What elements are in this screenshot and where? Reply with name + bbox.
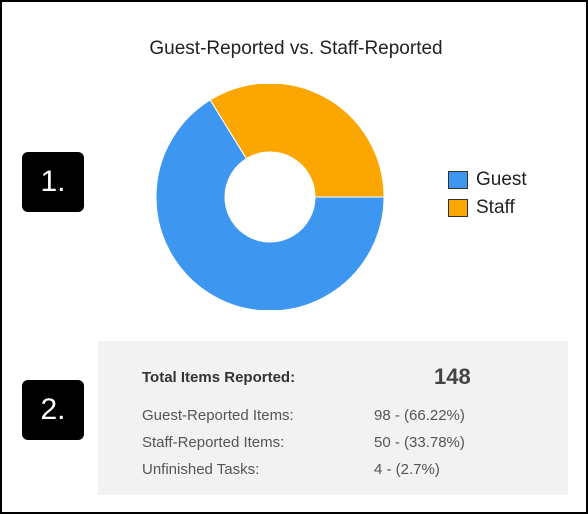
guest-items-label: Guest-Reported Items:	[142, 407, 294, 424]
donut-chart	[155, 84, 385, 310]
legend-swatch-guest	[448, 171, 468, 189]
legend-swatch-staff	[448, 199, 468, 217]
guest-items-value: 98 - (66.22%)	[374, 407, 465, 424]
chart-title: Guest-Reported vs. Staff-Reported	[149, 38, 443, 59]
slice-staff[interactable]	[209, 84, 385, 198]
total-items-label: Total Items Reported:	[142, 369, 296, 386]
unfinished-tasks-value: 4 - (2.7%)	[374, 461, 440, 478]
legend-label-guest: Guest	[476, 169, 527, 190]
total-items-value: 148	[434, 364, 471, 389]
step-badge-1: 1.	[22, 152, 84, 212]
staff-items-value: 50 - (33.78%)	[374, 434, 465, 451]
slice-guest[interactable]	[155, 99, 385, 310]
legend-item-staff[interactable]: Staff	[448, 194, 527, 222]
summary-table: Total Items Reported: 148 Guest-Reported…	[98, 341, 568, 495]
chart-legend: Guest Staff	[448, 166, 527, 222]
legend-item-guest[interactable]: Guest	[448, 166, 527, 194]
staff-items-label: Staff-Reported Items:	[142, 434, 285, 451]
unfinished-tasks-label: Unfinished Tasks:	[142, 461, 260, 478]
legend-label-staff: Staff	[476, 197, 515, 218]
step-badge-2: 2.	[22, 380, 84, 440]
